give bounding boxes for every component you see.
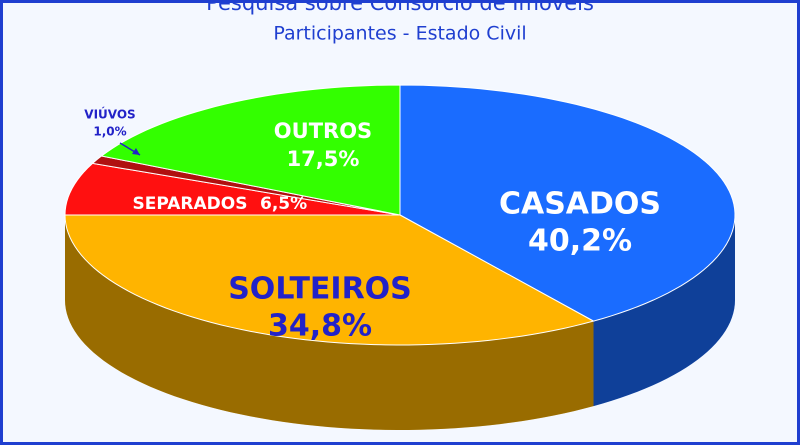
slice-label: OUTROS bbox=[274, 119, 372, 143]
pie-side-shade bbox=[65, 215, 594, 430]
chart-subtitle: Participantes - Estado Civil bbox=[273, 23, 526, 45]
value-label: 34,8% bbox=[268, 309, 372, 344]
pie-side bbox=[65, 215, 594, 430]
pie-slice bbox=[64, 162, 401, 216]
value-label: 40,2% bbox=[528, 224, 632, 259]
slice-label: SOLTEIROS bbox=[228, 272, 412, 307]
label-arrow-head bbox=[132, 148, 140, 155]
pie-slice bbox=[399, 84, 736, 322]
pie-side-shade bbox=[593, 215, 735, 407]
pie-slice bbox=[100, 84, 401, 216]
value-label: 6,5% bbox=[260, 194, 307, 214]
slice-label: SEPARADOS bbox=[133, 194, 248, 214]
pie-slice bbox=[64, 214, 595, 346]
value-label: 17,5% bbox=[287, 147, 360, 171]
value-label: 1,0% bbox=[93, 125, 126, 139]
pie-side bbox=[593, 215, 735, 407]
slice-label: VIÚVOS bbox=[84, 107, 135, 122]
chart-title: Pesquisa sobre Consórcio de Imóveis bbox=[206, 0, 594, 15]
slice-label: CASADOS bbox=[499, 187, 661, 222]
